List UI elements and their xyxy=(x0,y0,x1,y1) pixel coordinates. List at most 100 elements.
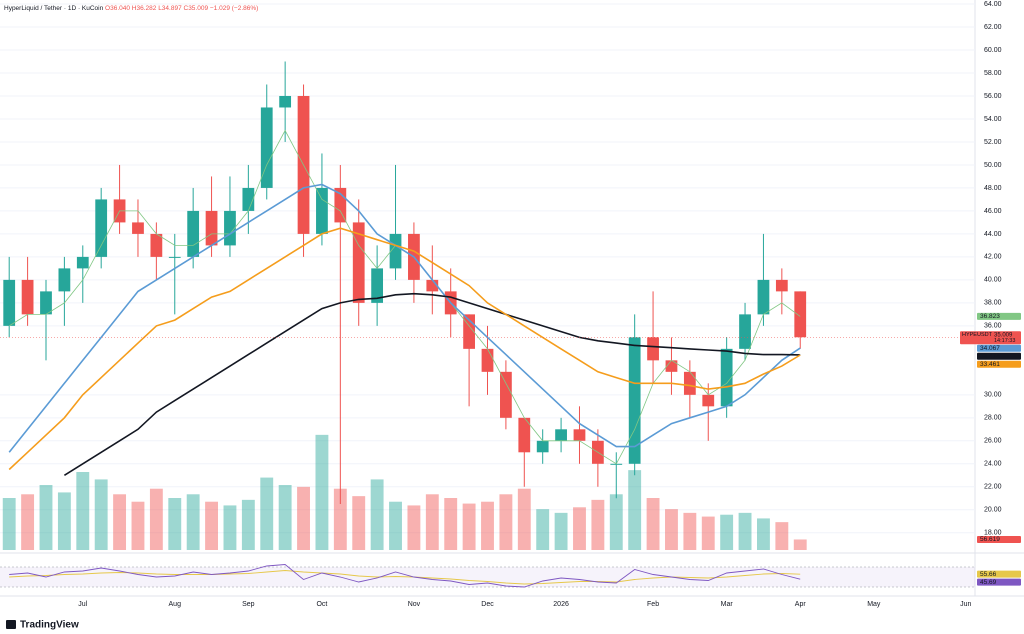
x-tick-label: Mar xyxy=(721,601,734,608)
moving-average xyxy=(8,183,801,453)
candle-body xyxy=(739,314,751,349)
volume-bar xyxy=(591,499,605,550)
candle-body xyxy=(95,199,108,257)
candle-body xyxy=(371,268,384,303)
volume-bar xyxy=(757,518,770,550)
volume-bar xyxy=(720,514,734,550)
volume-bar xyxy=(370,479,384,550)
y-tick-label: 20.00 xyxy=(984,507,1002,514)
candle-body xyxy=(334,187,347,223)
candle-body xyxy=(463,314,475,349)
y-tick-label: 36.00 xyxy=(984,323,1002,330)
volume-bar xyxy=(462,503,476,550)
y-tick-label: 46.00 xyxy=(984,208,1002,215)
volume-bar xyxy=(499,494,513,550)
rsi-ma-value-label-bg xyxy=(977,570,1021,578)
y-tick-label: 54.00 xyxy=(984,116,1002,123)
x-tick-label: Feb xyxy=(647,601,659,608)
candle-body xyxy=(316,187,328,234)
header-title: HyperLiquid / Tether · 1D · KuCoin xyxy=(4,5,104,12)
candle-body xyxy=(536,440,549,453)
candle-body xyxy=(647,337,659,361)
candle-body xyxy=(426,279,439,292)
rsi-value-label: 45.69 xyxy=(980,579,997,586)
x-tick-label: Aug xyxy=(169,601,182,608)
ma-value-label: 33.461 xyxy=(980,361,1000,368)
countdown-label: 14:17:33 xyxy=(994,338,1015,344)
volume-bar xyxy=(407,505,421,550)
ma-value-label-bg xyxy=(977,344,1021,352)
y-tick-label: 30.00 xyxy=(984,392,1002,399)
y-tick-label: 64.00 xyxy=(984,1,1002,8)
volume-bar xyxy=(683,512,697,550)
volume-bar xyxy=(481,501,494,550)
y-tick-label: 58.00 xyxy=(984,70,1002,77)
y-tick-label: 44.00 xyxy=(984,231,1002,238)
volume-bar xyxy=(646,498,660,550)
ma-value-label: 34.067 xyxy=(980,345,1000,352)
candle-body xyxy=(775,279,788,292)
candle-body xyxy=(518,417,531,453)
volume-bar xyxy=(76,472,90,550)
rsi-band xyxy=(0,567,975,587)
y-tick-label: 40.00 xyxy=(984,277,1002,284)
candle-body xyxy=(352,222,365,303)
candle-body xyxy=(628,337,641,464)
volume-bar xyxy=(94,479,108,550)
header-close: C35.009 xyxy=(184,5,209,12)
volume-bar xyxy=(775,522,789,550)
x-tick-label: Dec xyxy=(481,601,494,608)
logo: TradingView xyxy=(6,620,79,631)
candle-body xyxy=(242,187,255,211)
volume-bar xyxy=(205,501,218,550)
volume-bar xyxy=(223,505,237,550)
volume-bar xyxy=(628,470,642,550)
y-tick-label: 18.00 xyxy=(984,530,1002,537)
y-tick-label: 60.00 xyxy=(984,47,1002,54)
y-tick-label: 38.00 xyxy=(984,300,1002,307)
logo-text: TradingView xyxy=(20,620,79,631)
volume-bar xyxy=(554,512,568,550)
volume-bar xyxy=(131,501,145,550)
volume-bar xyxy=(536,509,550,550)
volume-bar xyxy=(665,509,678,550)
y-tick-label: 24.00 xyxy=(984,461,1002,468)
volume-bar xyxy=(701,516,715,550)
header-low: L34.897 xyxy=(158,5,182,12)
y-tick-label: 62.00 xyxy=(984,24,1002,31)
x-tick-label: May xyxy=(867,601,881,608)
x-tick-label: 2026 xyxy=(553,601,569,608)
volume-bar xyxy=(113,494,127,550)
header-change: −1.029 (−2.86%) xyxy=(210,5,258,12)
candle-body xyxy=(260,107,273,188)
candle-body xyxy=(702,394,715,407)
rsi-value-label-bg xyxy=(977,578,1021,586)
candle-body xyxy=(665,360,678,372)
ma-value-label-bg xyxy=(977,352,1021,360)
y-tick-label: 26.00 xyxy=(984,438,1002,445)
volume-bar xyxy=(517,488,531,550)
ma-value-label-bg xyxy=(977,360,1021,368)
x-tick-label: Sep xyxy=(242,601,255,608)
ma-value-label: 33.474 xyxy=(980,353,1000,360)
volume-bar xyxy=(21,494,35,550)
moving-average xyxy=(63,292,801,476)
volume-bar xyxy=(333,488,347,550)
volume-bar xyxy=(315,434,329,550)
y-tick-label: 56.00 xyxy=(984,93,1002,100)
volume-bar xyxy=(39,485,53,550)
candle-body xyxy=(610,463,623,465)
volume-bar xyxy=(793,539,807,550)
rsi-ma-value-label: 55.66 xyxy=(980,571,997,578)
logo-icon xyxy=(6,620,16,629)
y-tick-label: 50.00 xyxy=(984,162,1002,169)
volume-value-label-bg xyxy=(977,535,1021,543)
volume-bar xyxy=(444,498,458,550)
candle-body xyxy=(500,371,512,418)
y-tick-label: 52.00 xyxy=(984,139,1002,146)
candle-body xyxy=(481,348,494,372)
y-tick-label: 42.00 xyxy=(984,254,1002,261)
volume-bar xyxy=(57,492,71,550)
candle-body xyxy=(58,268,71,292)
